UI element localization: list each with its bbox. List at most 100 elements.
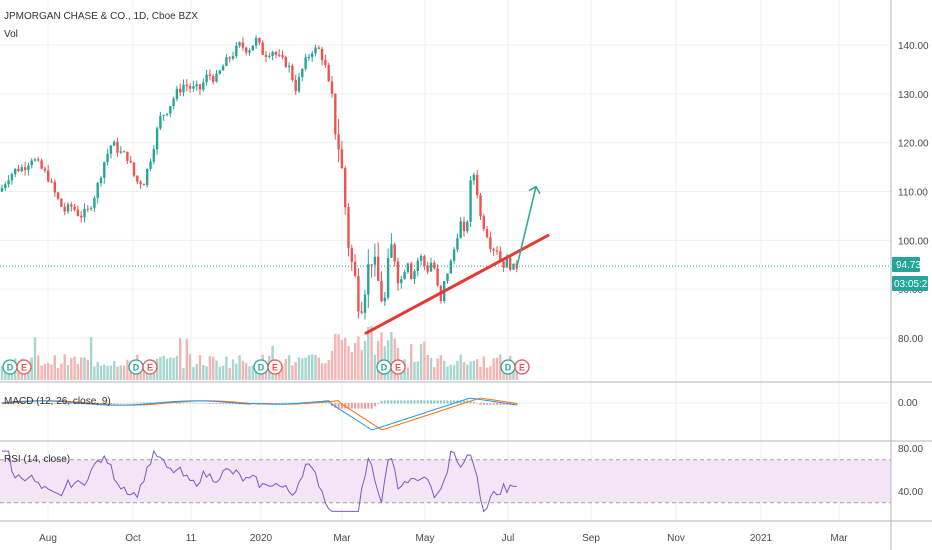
volume-bar bbox=[337, 334, 340, 380]
volume-bar bbox=[221, 365, 225, 380]
volume-bar bbox=[393, 338, 396, 380]
volume-bar bbox=[291, 365, 294, 380]
volume-bar bbox=[466, 364, 469, 380]
macd-histogram-bar bbox=[195, 402, 198, 404]
candle-body bbox=[179, 88, 182, 93]
macd-histogram-bar bbox=[383, 400, 386, 404]
volume-bar bbox=[47, 363, 50, 380]
macd-tick: 0.00 bbox=[898, 398, 918, 409]
macd-histogram-bar bbox=[291, 402, 294, 404]
candle-body bbox=[221, 65, 225, 71]
candle-body bbox=[287, 65, 291, 68]
volume-bar bbox=[423, 341, 426, 380]
candle-body bbox=[109, 145, 113, 154]
macd-histogram-bar bbox=[373, 403, 376, 407]
candle-body bbox=[344, 168, 347, 208]
macd-histogram-bar bbox=[449, 400, 452, 404]
candle-body bbox=[423, 256, 426, 266]
macd-histogram-bar bbox=[73, 403, 76, 405]
volume-bar bbox=[357, 336, 360, 380]
volume-bar bbox=[327, 360, 330, 380]
volume-bar bbox=[350, 352, 353, 380]
volume-bar bbox=[0, 366, 4, 380]
candlesticks bbox=[0, 35, 518, 320]
time-tick-label: Nov bbox=[667, 533, 685, 544]
volume-bar bbox=[86, 359, 89, 380]
candle-body bbox=[198, 84, 202, 90]
volume-bar bbox=[344, 338, 347, 380]
macd-histogram-bar bbox=[337, 403, 340, 410]
macd-histogram-bar bbox=[67, 403, 69, 405]
macd-histogram-bar bbox=[142, 402, 145, 404]
volume-bar bbox=[363, 340, 367, 380]
candle-body bbox=[86, 208, 89, 210]
macd-histogram-bar bbox=[175, 402, 178, 404]
volume-bar bbox=[238, 355, 241, 380]
macd-histogram-bar bbox=[189, 402, 192, 404]
time-tick-label: Oct bbox=[125, 533, 141, 544]
candle-body bbox=[245, 47, 248, 53]
candle-body bbox=[119, 151, 122, 153]
candle-body bbox=[373, 256, 377, 265]
macd-histogram-bar bbox=[453, 400, 456, 404]
candle-body bbox=[278, 54, 281, 56]
candle-body bbox=[139, 181, 142, 185]
candle-body bbox=[370, 264, 373, 266]
candle-body bbox=[142, 184, 146, 186]
volume-bar bbox=[324, 363, 327, 380]
candle-body bbox=[188, 86, 192, 89]
volume-bar bbox=[159, 356, 162, 380]
volume-bar bbox=[113, 361, 116, 380]
macd-histogram-bar bbox=[24, 402, 27, 404]
time-tick-label: Mar bbox=[333, 533, 351, 544]
macd-histogram-bar bbox=[40, 402, 43, 404]
volume-bar bbox=[390, 331, 393, 380]
volume-bar bbox=[251, 365, 254, 380]
candle-body bbox=[433, 262, 436, 269]
candle-body bbox=[446, 273, 449, 282]
volume-bar bbox=[89, 336, 93, 380]
candle-body bbox=[43, 168, 47, 171]
candle-body bbox=[492, 248, 495, 251]
volume-bar bbox=[122, 365, 126, 380]
time-axis[interactable]: Aug Oct 11 2020 Mar May Jul Sep Nov 2021 Mar bbox=[39, 533, 848, 544]
candle-body bbox=[462, 221, 466, 232]
volume-bar bbox=[53, 355, 56, 380]
macd-histogram-bar bbox=[43, 403, 46, 404]
projection-arrow bbox=[516, 186, 537, 267]
rsi-band bbox=[0, 459, 891, 503]
candle-body bbox=[113, 141, 116, 146]
candle-body bbox=[33, 159, 37, 161]
volume-bar bbox=[330, 350, 334, 380]
candle-body bbox=[367, 264, 370, 295]
volume-bar bbox=[142, 365, 146, 380]
price-tick-label: 140.00 bbox=[898, 41, 929, 52]
macd-histogram-bar bbox=[146, 402, 149, 404]
candle-body bbox=[383, 297, 386, 302]
macd-histogram-bar bbox=[426, 400, 429, 404]
time-tick-label: Sep bbox=[582, 533, 600, 544]
event-marker-label: E bbox=[272, 363, 278, 373]
volume-bar bbox=[63, 354, 66, 380]
time-tick-label: May bbox=[416, 533, 435, 544]
macd-histogram-bar bbox=[496, 403, 498, 405]
candle-body bbox=[218, 70, 221, 74]
macd-histogram-bar bbox=[347, 403, 350, 409]
candle-body bbox=[106, 153, 109, 163]
macd-histogram-bar bbox=[47, 403, 50, 404]
volume-bar bbox=[476, 358, 479, 380]
volume-bar bbox=[413, 361, 416, 380]
macd-histogram-bar bbox=[482, 403, 485, 405]
volume-bar bbox=[126, 359, 129, 380]
volume-bar bbox=[479, 366, 482, 380]
macd-histogram-bar bbox=[459, 400, 462, 404]
candle-body bbox=[509, 257, 512, 270]
volume-bar bbox=[192, 367, 195, 380]
candle-body bbox=[60, 198, 63, 207]
candle-body bbox=[56, 192, 60, 199]
volume-bar bbox=[202, 365, 205, 380]
candle-body bbox=[195, 84, 198, 87]
macd-histogram-bar bbox=[492, 403, 495, 405]
